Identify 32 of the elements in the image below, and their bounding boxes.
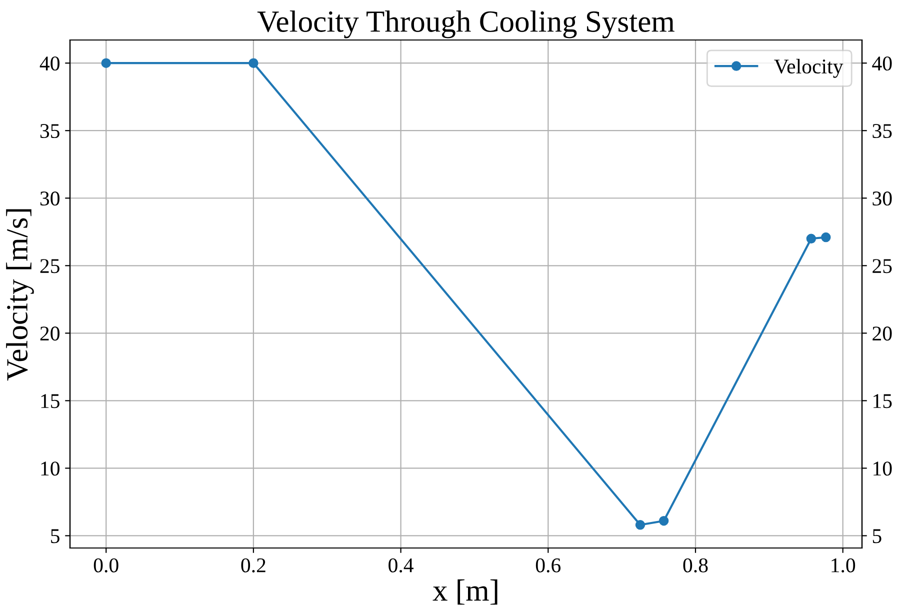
x-tick-label: 0.0 (94, 558, 118, 572)
y2-tick-label: 40 (872, 56, 892, 71)
y-tick-label: 40 (40, 56, 60, 71)
chart-title: Velocity Through Cooling System (257, 10, 674, 38)
y-tick-label: 15 (41, 394, 60, 408)
x-tick-label: 1.0 (832, 558, 856, 572)
y-tick-label: 25 (40, 259, 60, 274)
point (658, 516, 669, 526)
x-tick-label: 0.8 (683, 558, 708, 572)
y2-tick-label: 30 (872, 192, 892, 206)
y-tick-label: 30 (40, 192, 60, 206)
y-tick-label: 10 (41, 462, 60, 476)
point (821, 232, 831, 242)
y-axis-title: Velocity [m/s] (6, 209, 34, 381)
x-tick-label: 0.6 (536, 558, 561, 572)
point (635, 520, 646, 530)
y2-tick-label: 20 (872, 326, 892, 341)
y2-tick-label: 10 (874, 462, 892, 476)
y2-tick-label: 25 (872, 259, 892, 274)
legend-label: Velocity (774, 58, 844, 78)
x-tick-label: 0.4 (388, 558, 414, 572)
y-tick-label: 35 (40, 124, 60, 138)
x-tick-label: 0.2 (241, 558, 266, 572)
x-axis-title: x [m] (432, 579, 498, 605)
point (101, 58, 111, 68)
y-tick-label: 5 (51, 529, 60, 544)
y-tick-label: 20 (40, 326, 60, 341)
y2-tick-label: 35 (872, 124, 892, 138)
y2-tick-label: 5 (872, 529, 882, 544)
y2-tick-label: 15 (874, 394, 892, 408)
point (806, 234, 816, 244)
point (248, 58, 258, 68)
